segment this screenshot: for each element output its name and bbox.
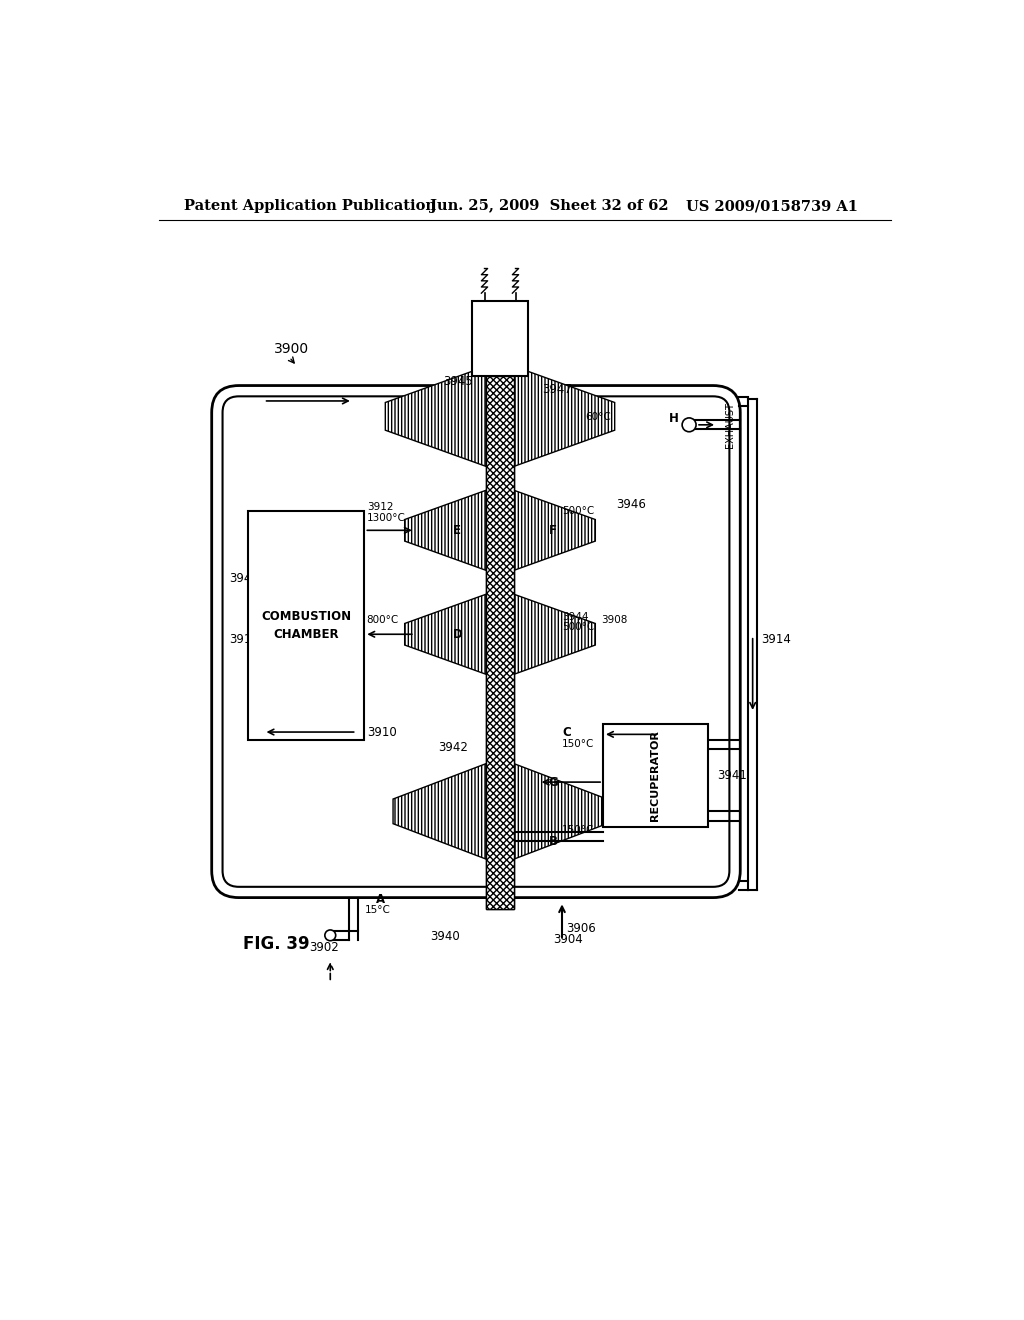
Text: 3948: 3948 — [476, 333, 506, 346]
Text: 500°C: 500°C — [562, 506, 594, 516]
Polygon shape — [385, 367, 486, 466]
Bar — [248, 511, 365, 739]
Text: 3941: 3941 — [717, 770, 746, 783]
Text: 60°C: 60°C — [586, 412, 611, 422]
Text: 3902: 3902 — [309, 941, 339, 954]
Text: E: E — [454, 524, 462, 537]
Text: 15°C: 15°C — [365, 906, 390, 915]
Text: RECUPERATOR: RECUPERATOR — [650, 730, 660, 821]
Bar — [486, 376, 514, 909]
Text: 800°C: 800°C — [367, 615, 399, 626]
Text: EXHAUST: EXHAUST — [725, 401, 735, 447]
Text: 150°C: 150°C — [562, 739, 594, 748]
Text: 3947: 3947 — [543, 383, 572, 396]
Text: H: H — [669, 412, 679, 425]
Text: Jun. 25, 2009  Sheet 32 of 62: Jun. 25, 2009 Sheet 32 of 62 — [430, 199, 669, 213]
Text: A: A — [376, 894, 385, 907]
Text: 3943: 3943 — [228, 572, 258, 585]
Text: 3916: 3916 — [228, 634, 259, 647]
Polygon shape — [404, 490, 486, 570]
Text: D: D — [453, 628, 462, 640]
Polygon shape — [514, 490, 595, 570]
Bar — [603, 725, 708, 826]
Text: 3944: 3944 — [562, 611, 589, 622]
Text: 3906: 3906 — [566, 921, 596, 935]
Text: Patent Application Publication: Patent Application Publication — [183, 199, 436, 213]
Text: F: F — [549, 524, 557, 537]
Text: 3914: 3914 — [761, 634, 792, 647]
Polygon shape — [514, 367, 614, 466]
Circle shape — [325, 929, 336, 941]
Bar — [472, 301, 528, 376]
Text: 3946: 3946 — [616, 499, 646, 511]
Text: C: C — [562, 726, 570, 739]
Polygon shape — [393, 763, 486, 859]
Text: 3904: 3904 — [553, 933, 583, 946]
Polygon shape — [404, 594, 486, 675]
Polygon shape — [514, 763, 607, 859]
Text: COMBUSTION: COMBUSTION — [261, 610, 351, 623]
Text: 3945: 3945 — [443, 375, 473, 388]
Text: 3910: 3910 — [367, 726, 396, 739]
Text: CHAMBER: CHAMBER — [273, 628, 339, 642]
Text: 1300°C: 1300°C — [367, 513, 406, 523]
Text: 3908: 3908 — [601, 615, 627, 626]
Text: 500°C: 500°C — [562, 622, 594, 632]
Text: G: G — [549, 776, 558, 788]
Bar — [486, 376, 514, 909]
Text: 3942: 3942 — [438, 741, 468, 754]
Circle shape — [682, 418, 696, 432]
Text: 3940: 3940 — [430, 929, 460, 942]
Text: FIG. 39: FIG. 39 — [243, 935, 309, 953]
Text: 3912: 3912 — [367, 502, 393, 512]
Text: B: B — [549, 834, 558, 847]
Text: US 2009/0158739 A1: US 2009/0158739 A1 — [686, 199, 858, 213]
Text: 3900: 3900 — [273, 342, 309, 356]
Text: 150°C: 150°C — [562, 825, 594, 834]
Polygon shape — [514, 594, 595, 675]
